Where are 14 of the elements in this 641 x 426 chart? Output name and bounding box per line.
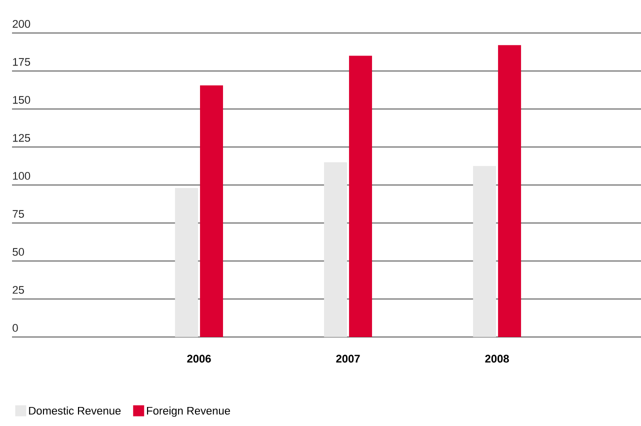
y-tick-label: 200	[12, 20, 30, 28]
legend-label: Domestic Revenue	[29, 406, 121, 415]
y-tick-label: 50	[12, 248, 24, 256]
y-tick-label: 0	[12, 324, 18, 332]
y-tick-label: 25	[12, 286, 24, 294]
y-tick-label: 175	[13, 58, 30, 66]
x-tick-label: 2008	[485, 354, 509, 363]
legend-label: Foreign Revenue	[147, 406, 230, 417]
y-tick-label: 125	[13, 134, 30, 142]
y-tick-label: 150	[13, 96, 30, 104]
x-tick-label: 2006	[187, 354, 211, 363]
x-tick-label: 2007	[336, 354, 360, 363]
y-tick-label: 75	[12, 210, 24, 218]
y-tick-label: 100	[13, 172, 30, 180]
